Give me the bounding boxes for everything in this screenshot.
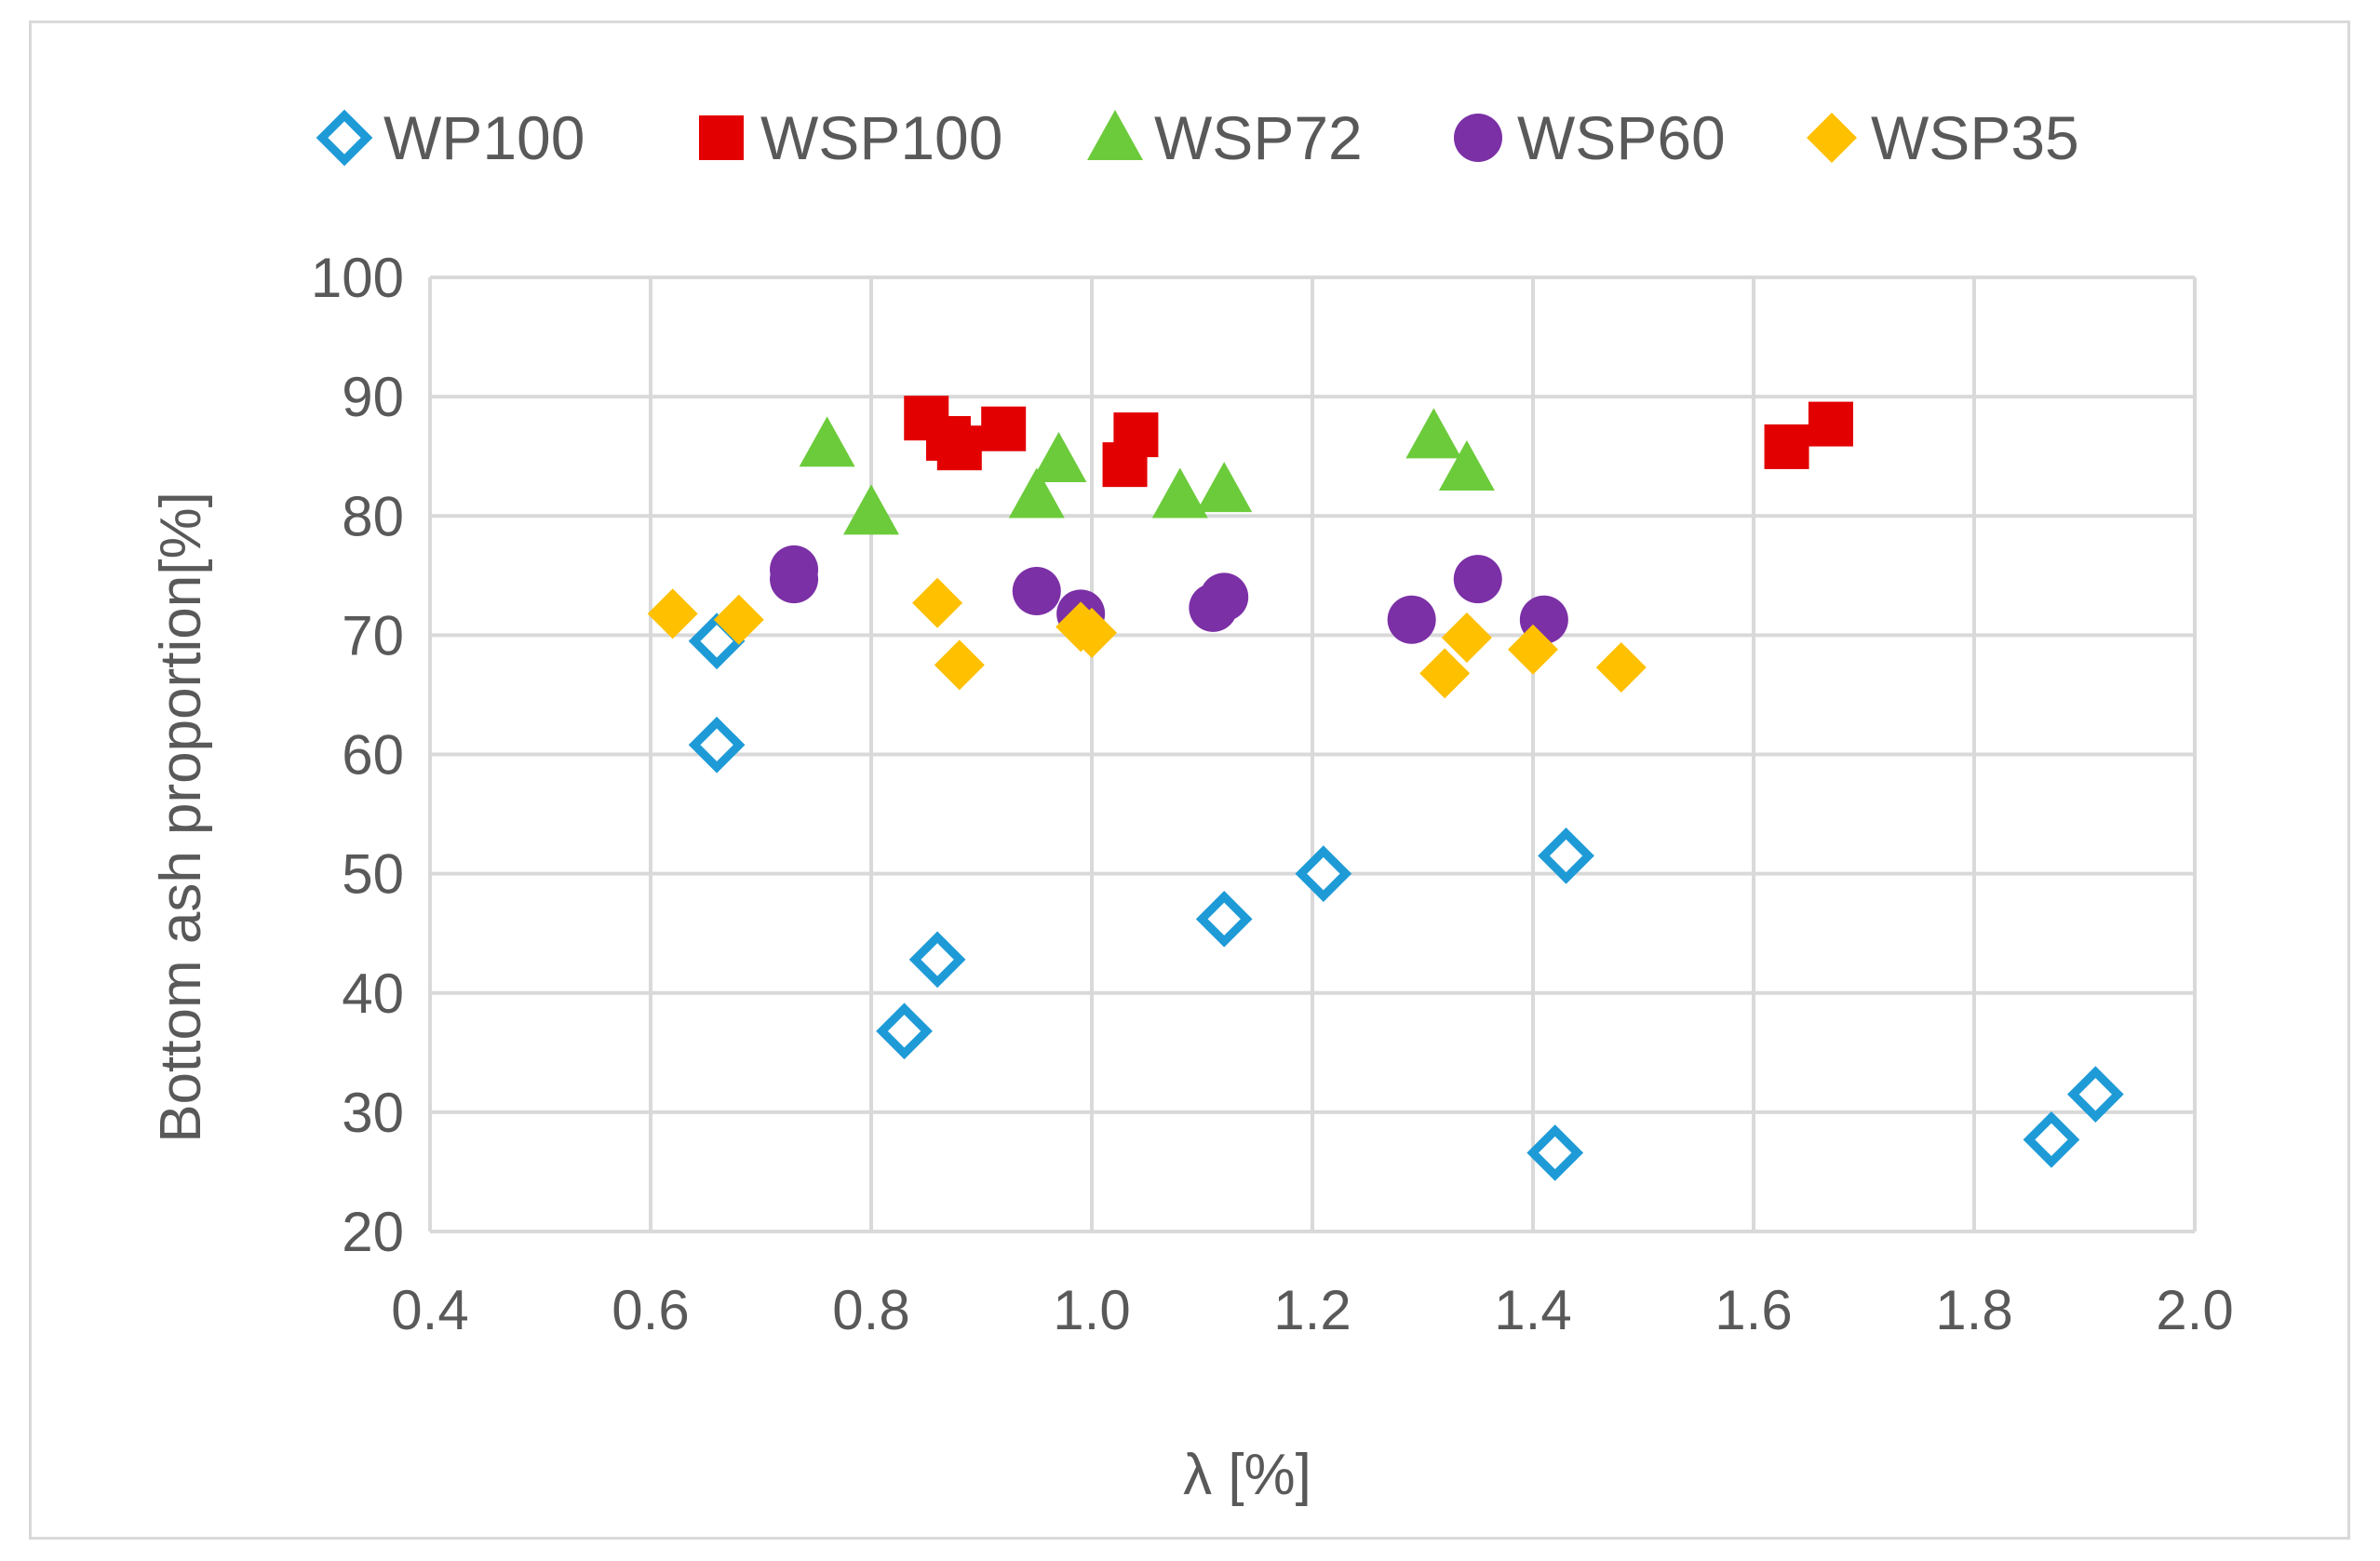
series-wsp100: [904, 396, 1853, 488]
y-tick-label: 40: [342, 962, 404, 1025]
data-point-wp100: [876, 1003, 933, 1060]
x-axis-title: λ [%]: [1183, 1443, 1311, 1507]
legend-item-wsp100: WSP100: [699, 103, 1002, 172]
data-point-wsp72: [1008, 467, 1065, 518]
x-tick-label: 1.2: [1273, 1279, 1351, 1341]
legend-item-wsp72: WSP72: [1087, 103, 1363, 172]
data-point-wsp35: [1441, 612, 1492, 663]
legend: WP100 WSP100 WSP72 WSP60 WSP35: [316, 103, 2079, 172]
data-point-wsp35: [1595, 641, 1647, 693]
y-axis-title: Bottom ash proportion[%]: [149, 491, 213, 1143]
data-point-wp100: [1538, 828, 1594, 884]
data-point-wsp72: [843, 484, 899, 535]
data-point-wsp72: [1405, 408, 1462, 459]
y-tick-label: 70: [342, 604, 404, 666]
x-tick-label: 1.8: [1935, 1279, 2012, 1341]
data-point-wsp72: [799, 416, 855, 467]
data-point-wsp35: [713, 594, 764, 645]
data-point-wsp100: [1808, 401, 1853, 447]
data-point-wp100: [1295, 845, 1352, 902]
x-tick-label: 0.4: [391, 1279, 468, 1341]
data-point-wsp60: [1453, 555, 1502, 604]
legend-label: WP100: [383, 103, 585, 172]
data-point-wp100: [1526, 1124, 1584, 1181]
y-tick-label: 50: [342, 843, 404, 906]
data-point-wsp60: [1200, 572, 1249, 622]
legend-marker-wsp60: [1454, 114, 1502, 162]
legend-item-wsp60: WSP60: [1454, 103, 1726, 172]
data-point-wp100: [2023, 1110, 2080, 1168]
data-point-wsp35: [1067, 607, 1117, 658]
data-point-wsp35: [1419, 648, 1471, 699]
data-point-wsp35: [912, 577, 963, 628]
data-point-wsp60: [770, 555, 819, 604]
chart-frame: [29, 20, 2350, 1540]
x-tick-label: 1.6: [1714, 1279, 1792, 1341]
series-wsp72: [799, 408, 1495, 535]
data-point-wsp100: [1113, 412, 1159, 458]
legend-label: WSP60: [1517, 103, 1726, 172]
legend-label: WSP35: [1871, 103, 2079, 172]
data-point-wp100: [2066, 1066, 2124, 1124]
data-point-wsp35: [934, 639, 985, 691]
legend-label: WSP100: [760, 103, 1002, 172]
x-tick-label: 2.0: [2156, 1279, 2233, 1341]
data-point-wp100: [1195, 890, 1253, 948]
legend-marker-wsp72: [1087, 110, 1143, 160]
tick-label-layer: 0.4 0.6 0.8 1.0 1.2 1.4 1.6 1.8 2.0 20 30 40 50 60 70 8…: [311, 247, 2234, 1341]
data-point-wsp100: [1764, 424, 1809, 469]
data-point-wsp35: [647, 588, 698, 639]
data-point-wsp60: [1012, 566, 1061, 615]
grid-layer: [428, 276, 2197, 1233]
series-wsp60: [770, 545, 1568, 644]
data-point-wsp72: [1151, 467, 1208, 518]
legend-item-wsp35: WSP35: [1807, 103, 2079, 172]
y-tick-label: 60: [342, 724, 404, 787]
y-tick-label: 30: [342, 1082, 404, 1144]
legend-item-wp100: WP100: [316, 103, 585, 172]
y-tick-label: 90: [342, 366, 404, 428]
series-wp100: [688, 612, 2124, 1181]
data-point-layer: [647, 396, 2124, 1181]
y-tick-label: 80: [342, 485, 404, 547]
y-tick-label: 20: [342, 1201, 404, 1263]
x-tick-label: 0.6: [612, 1279, 689, 1341]
x-tick-label: 1.4: [1494, 1279, 1571, 1341]
data-point-wp100: [688, 716, 746, 774]
data-point-wsp72: [1438, 440, 1495, 491]
data-point-wp100: [908, 931, 966, 989]
x-tick-label: 0.8: [832, 1279, 909, 1341]
legend-marker-wsp100: [699, 115, 744, 160]
series-wsp35: [647, 577, 1647, 699]
data-point-wsp60: [1387, 595, 1436, 644]
data-point-wsp35: [1508, 624, 1558, 675]
data-point-wsp100: [936, 425, 982, 471]
legend-marker-wp100: [316, 109, 373, 167]
legend-marker-wsp35: [1807, 113, 1857, 163]
x-tick-label: 1.0: [1053, 1279, 1130, 1341]
data-point-wsp72: [1196, 462, 1253, 513]
y-tick-label: 100: [311, 247, 404, 309]
data-point-wsp72: [1030, 432, 1087, 483]
legend-label: WSP72: [1154, 103, 1363, 172]
data-point-wsp100: [981, 406, 1027, 451]
